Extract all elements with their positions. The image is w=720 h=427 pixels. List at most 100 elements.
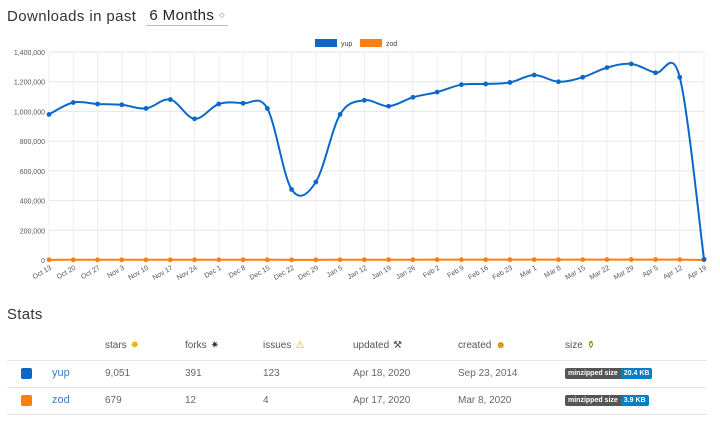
data-point-zod <box>167 257 173 263</box>
x-tick-label: Feb 16 <box>467 265 489 282</box>
data-point-yup <box>556 79 561 85</box>
data-point-zod <box>143 257 149 263</box>
data-point-zod <box>653 257 658 262</box>
data-point-zod <box>337 257 343 263</box>
data-point-yup <box>459 82 464 88</box>
x-tick-label: Dec 8 <box>228 265 247 280</box>
fork-icon: ✷ <box>210 340 220 351</box>
data-point-yup <box>531 72 537 78</box>
data-point-zod <box>216 257 222 263</box>
x-tick-label: Dec 29 <box>297 265 320 282</box>
y-tick-label: 1,400,000 <box>14 50 45 57</box>
legend-swatch-zod <box>360 39 382 47</box>
col-updated-label: updated <box>353 340 390 351</box>
x-tick-label: Feb 9 <box>446 265 465 280</box>
data-point-zod <box>46 257 52 263</box>
data-point-zod <box>361 257 367 263</box>
data-point-zod <box>434 257 440 263</box>
table-row: zod 679 12 4 Apr 17, 2020 Mar 8, 2020 mi… <box>7 387 707 415</box>
size-badge[interactable]: minzipped size 3.9 KB <box>565 395 649 406</box>
x-tick-label: Apr 19 <box>687 265 708 281</box>
col-updated: updated ⚒ <box>353 340 402 351</box>
size-badge[interactable]: minzipped size 20.4 KB <box>565 368 653 379</box>
data-point-zod <box>192 257 197 263</box>
hammer-icon: ⚒ <box>393 340 403 351</box>
data-point-zod <box>264 257 270 263</box>
stats-title: Stats <box>7 306 43 323</box>
data-point-yup <box>119 102 125 108</box>
data-point-yup <box>434 89 440 95</box>
baby-icon: ☻ <box>495 340 506 351</box>
data-point-zod <box>313 257 319 263</box>
package-link[interactable]: zod <box>52 394 70 406</box>
y-tick-label: 0 <box>41 258 45 265</box>
y-tick-label: 200,000 <box>20 228 45 235</box>
forks-value: 12 <box>185 395 197 406</box>
data-point-yup <box>240 100 246 106</box>
data-point-zod <box>556 257 561 263</box>
downloads-title: Downloads in past <box>7 7 137 25</box>
data-point-yup <box>313 179 319 185</box>
series-line-yup <box>48 61 705 260</box>
downloads-chart: 0 200,000 400,000 600,000 800,000 1,000,000 1,… <box>14 39 708 282</box>
x-tick-label: Jan 5 <box>326 265 344 280</box>
data-point-yup <box>216 101 222 107</box>
trophy-icon: ⚱ <box>586 340 596 351</box>
x-tick-label: Nov 17 <box>152 265 175 282</box>
series-color-swatch <box>21 368 32 379</box>
star-icon: ✸ <box>130 340 140 351</box>
table-row: yup 9,051 391 123 Apr 18, 2020 Sep 23, 2… <box>7 360 707 387</box>
x-tick-label: Feb 2 <box>422 265 441 280</box>
x-tick-label: Mar 1 <box>519 265 538 280</box>
data-point-yup <box>46 112 52 117</box>
period-value: 6 Months <box>149 6 215 24</box>
x-tick-label: Nov 3 <box>106 265 125 280</box>
col-created: created ☻ <box>458 340 506 351</box>
data-point-yup <box>628 61 634 67</box>
x-tick-label: Oct 13 <box>32 265 53 281</box>
updated-value: Apr 17, 2020 <box>353 395 411 406</box>
x-tick-label: Jan 19 <box>371 265 393 282</box>
data-point-zod <box>459 257 464 263</box>
x-tick-label: Jan 26 <box>395 265 417 282</box>
y-tick-label: 600,000 <box>20 169 45 176</box>
y-tick-label: 1,000,000 <box>14 109 45 116</box>
downloads-header: Downloads in past 6 Months ◇ <box>7 5 229 27</box>
forks-value: 391 <box>185 368 202 379</box>
updated-value: Apr 18, 2020 <box>353 368 411 379</box>
col-issues-label: issues <box>263 340 292 351</box>
data-point-yup <box>167 97 173 102</box>
y-tick-label: 1,200,000 <box>14 80 45 87</box>
data-point-zod <box>119 257 125 263</box>
data-point-yup <box>337 112 343 117</box>
x-tick-label: Apr 5 <box>641 265 659 279</box>
data-point-yup <box>604 65 610 70</box>
data-point-zod <box>240 257 246 263</box>
x-tick-label: Feb 23 <box>492 265 514 282</box>
x-tick-label: Nov 10 <box>127 265 150 282</box>
period-select[interactable]: 6 Months ◇ <box>146 6 229 26</box>
data-point-zod <box>386 257 392 263</box>
col-stars-label: stars <box>105 340 127 351</box>
col-forks-label: forks <box>185 340 207 351</box>
x-tick-label: Jan 12 <box>347 265 369 282</box>
data-point-yup <box>192 116 197 122</box>
y-tick-label: 800,000 <box>20 139 45 146</box>
y-tick-label: 400,000 <box>20 199 45 206</box>
package-link[interactable]: yup <box>52 367 70 379</box>
x-tick-label: Oct 20 <box>56 265 77 281</box>
data-point-zod <box>628 257 634 262</box>
data-point-zod <box>677 257 683 262</box>
col-size-label: size <box>565 340 583 351</box>
data-point-yup <box>143 106 149 111</box>
data-point-yup <box>677 74 683 80</box>
caret-icon: ◇ <box>219 12 226 19</box>
x-tick-label: Dec 1 <box>203 265 222 280</box>
size-badge-value: 3.9 KB <box>620 395 649 406</box>
col-created-label: created <box>458 340 492 351</box>
x-tick-label: Mar 8 <box>543 265 562 280</box>
created-value: Mar 8, 2020 <box>458 395 512 406</box>
data-point-yup <box>410 94 416 100</box>
created-value: Sep 23, 2014 <box>458 368 518 379</box>
issues-value: 4 <box>263 395 269 406</box>
